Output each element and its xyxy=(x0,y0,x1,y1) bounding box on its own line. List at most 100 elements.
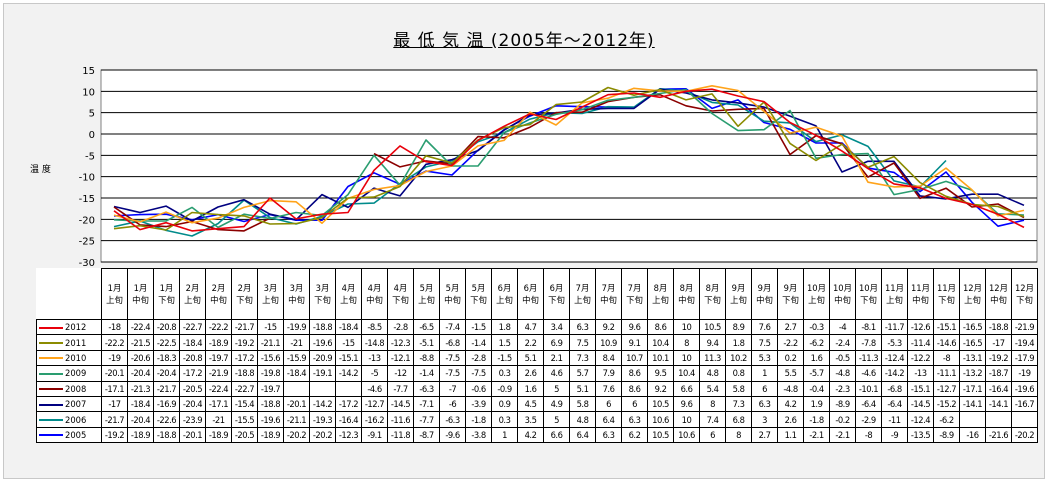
data-label: -21.7 xyxy=(153,380,180,397)
data-label: -18.8 xyxy=(231,365,258,382)
x-tick-label: 1月 中旬 xyxy=(127,268,154,320)
data-label: 5.1 xyxy=(569,380,596,397)
data-label: -6.8 xyxy=(439,334,466,351)
data-label: 10 xyxy=(673,411,700,428)
data-label: -20.8 xyxy=(153,318,180,336)
data-label: -15.9 xyxy=(283,349,310,367)
data-label: -11.7 xyxy=(881,318,908,336)
x-tick-label: 5月 中旬 xyxy=(439,268,466,320)
y-tick-label: -10 xyxy=(79,173,95,184)
table-row: 2007 -17 -18.4 -16.9 -20.4 -17.1 -15.4 -18.8 -20… xyxy=(36,395,1038,413)
grid-layer: 15 10 5 0 -5 -10 -15 -20 -25 -30 xyxy=(79,66,1038,269)
data-label: 4.2 xyxy=(517,426,544,444)
data-label: -1.5 xyxy=(465,318,492,336)
data-label: 8.9 xyxy=(725,318,752,336)
data-label: 0.2 xyxy=(777,349,804,367)
data-label: -6.3 xyxy=(413,380,440,397)
data-label: -15.1 xyxy=(907,380,934,397)
data-label: -2.8 xyxy=(465,349,492,367)
data-label: -19.7 xyxy=(257,380,284,397)
data-label: 9.6 xyxy=(673,395,700,413)
data-label: -14.2 xyxy=(309,395,336,413)
data-label: -14.6 xyxy=(933,334,960,351)
data-label: -11.3 xyxy=(855,349,882,367)
data-label: -4.8 xyxy=(829,365,856,382)
data-label: -5 xyxy=(361,365,388,382)
y-tick-label: -30 xyxy=(79,258,95,269)
data-label: -18.8 xyxy=(309,318,336,336)
data-label: 6.3 xyxy=(751,395,778,413)
data-label: -19.6 xyxy=(1011,380,1038,397)
data-label: 9.5 xyxy=(647,365,674,382)
data-label: -19.1 xyxy=(309,365,336,382)
data-label: -17.1 xyxy=(959,380,986,397)
data-label: -20.1 xyxy=(101,365,128,382)
data-label: 10.2 xyxy=(725,349,752,367)
legend-entry: 2005 xyxy=(36,426,102,444)
table-corner xyxy=(37,269,102,320)
data-label: -7.5 xyxy=(439,365,466,382)
data-label: -16.4 xyxy=(985,380,1012,397)
x-tick-label: 2月 中旬 xyxy=(205,268,232,320)
data-label: -14.8 xyxy=(361,334,388,351)
legend-entry: 2006 xyxy=(36,411,102,428)
data-label: 10 xyxy=(673,318,700,336)
data-label: 6 xyxy=(699,426,726,444)
x-tick-label: 6月 上旬 xyxy=(491,268,518,320)
data-label: 1.6 xyxy=(803,349,830,367)
data-label: -21.6 xyxy=(985,426,1012,444)
data-label: 9.1 xyxy=(621,334,648,351)
data-label: -11.8 xyxy=(387,426,414,444)
data-label: 0.8 xyxy=(725,365,752,382)
table-row: 2012 -18 -22.4 -20.8 -22.7 -22.2 -21.7 -15 -19.9… xyxy=(36,318,1038,336)
x-tick-label: 4月 中旬 xyxy=(361,268,388,320)
data-label: -6.8 xyxy=(881,380,908,397)
data-label: -0.2 xyxy=(829,411,856,428)
data-label: -8.1 xyxy=(855,318,882,336)
data-label: -16.4 xyxy=(335,411,362,428)
data-label: -18.9 xyxy=(127,426,154,444)
data-label: 6.3 xyxy=(621,411,648,428)
data-label: 9.4 xyxy=(699,334,726,351)
data-label: -18.4 xyxy=(127,395,154,413)
data-label: -15.6 xyxy=(257,349,284,367)
data-label: 1.1 xyxy=(777,426,804,444)
data-label: -18 xyxy=(101,318,128,336)
x-tick-label: 5月 上旬 xyxy=(413,268,440,320)
data-label: -6.3 xyxy=(439,411,466,428)
legend-label: 2012 xyxy=(65,322,87,333)
data-label: -20.1 xyxy=(283,395,310,413)
x-tick-label: 5月 下旬 xyxy=(465,268,492,320)
data-label: -20.2 xyxy=(1011,426,1038,444)
data-label: -2.4 xyxy=(829,334,856,351)
data-label: 3.4 xyxy=(543,318,570,336)
data-label: -12.7 xyxy=(361,395,388,413)
data-label: -18.9 xyxy=(257,426,284,444)
plot-area xyxy=(100,69,1038,263)
data-label: -21.7 xyxy=(231,318,258,336)
data-label: -11 xyxy=(881,411,908,428)
data-label: 6.6 xyxy=(673,380,700,397)
data-label: -6.2 xyxy=(803,334,830,351)
y-tick-label: -25 xyxy=(79,237,95,248)
data-label: -2.1 xyxy=(803,426,830,444)
data-label: 8.6 xyxy=(647,318,674,336)
data-label: -14.2 xyxy=(335,365,362,382)
data-label: -18.7 xyxy=(985,365,1012,382)
data-label: 7.6 xyxy=(595,380,622,397)
data-label: -21.7 xyxy=(101,411,128,428)
data-label: 10.5 xyxy=(647,395,674,413)
data-label: -15.1 xyxy=(933,318,960,336)
chart-frame: 最 低 気 温 (2005年～2012年) 15 10 5 0 -5 -10 -15 -20-… xyxy=(3,3,1045,479)
data-label: -19.6 xyxy=(309,334,336,351)
x-tick-label: 3月 中旬 xyxy=(283,268,310,320)
x-tick-label: 7月 上旬 xyxy=(569,268,596,320)
data-label: -5.7 xyxy=(803,365,830,382)
data-label: -20.5 xyxy=(231,426,258,444)
legend-label: 2009 xyxy=(65,368,87,379)
data-label: -16.9 xyxy=(153,395,180,413)
data-label: 6.4 xyxy=(569,426,596,444)
data-label: 10.4 xyxy=(647,334,674,351)
x-tick-label: 11月 中旬 xyxy=(907,268,934,320)
data-label: 7.5 xyxy=(751,334,778,351)
